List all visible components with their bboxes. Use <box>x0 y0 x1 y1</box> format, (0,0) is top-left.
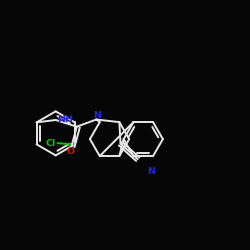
Text: O: O <box>66 147 74 156</box>
Text: N: N <box>93 111 101 120</box>
Text: N: N <box>147 167 155 176</box>
Text: NH: NH <box>57 114 73 124</box>
Text: Cl: Cl <box>45 139 56 148</box>
